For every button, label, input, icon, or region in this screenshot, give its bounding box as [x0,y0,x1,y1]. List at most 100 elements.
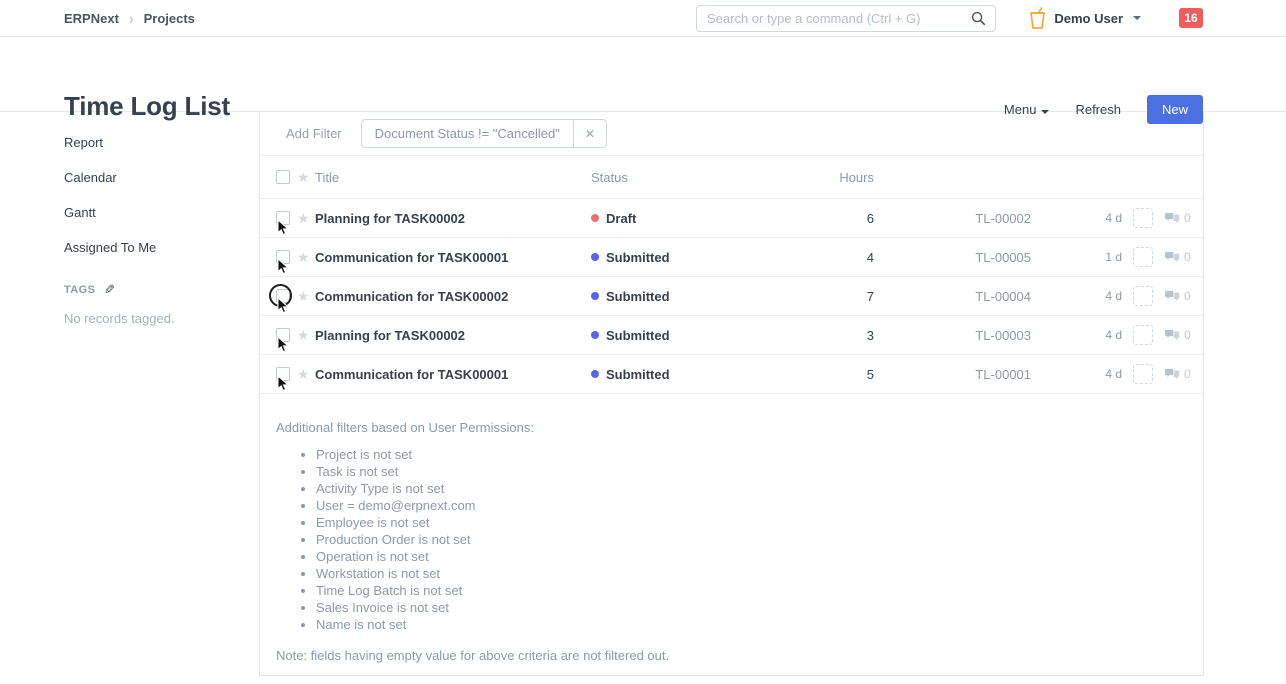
menu-button[interactable]: Menu [1004,102,1050,117]
assign-placeholder[interactable] [1133,286,1153,306]
comment-area[interactable]: 0 [1154,289,1203,303]
select-all-checkbox[interactable] [276,170,290,184]
tags-label: TAGS [64,284,96,297]
star-icon[interactable]: ★ [297,288,310,304]
search-input[interactable] [697,11,971,26]
row-title[interactable]: Communication for TASK00001 [315,249,509,265]
permission-filter-item: User = demo@erpnext.com [316,497,1187,514]
row-hours: 6 [866,210,874,226]
permission-filter-item: Employee is not set [316,514,1187,531]
row-title[interactable]: Communication for TASK00001 [315,366,509,382]
status-dot-icon [591,370,599,378]
comment-area[interactable]: 0 [1154,367,1203,381]
row-id: TL-00004 [975,288,1031,304]
status-label: Submitted [606,366,670,382]
row-id: TL-00001 [975,366,1031,382]
notification-badge[interactable]: 16 [1179,8,1203,28]
comment-area[interactable]: 0 [1154,328,1203,342]
chevron-down-icon [1041,110,1050,114]
search-icon[interactable] [971,11,986,26]
comments-icon [1164,328,1180,340]
row-title[interactable]: Planning for TASK00002 [315,327,466,343]
permission-filter-item: Name is not set [316,616,1187,633]
mouse-cursor-icon [277,219,290,236]
row-modified: 4 d [1105,289,1122,303]
user-menu[interactable]: Demo User [1029,7,1141,29]
assign-placeholder[interactable] [1133,208,1153,228]
status-dot-icon [591,214,599,222]
status-label: Submitted [606,327,670,343]
status-dot-icon [591,331,599,339]
new-button[interactable]: New [1146,95,1203,124]
permission-filter-item: Task is not set [316,463,1187,480]
status-label: Draft [606,210,637,226]
global-search[interactable] [696,5,996,32]
row-hours: 5 [866,366,874,382]
sidebar-item-gantt[interactable]: Gantt [64,205,96,221]
sidebar-item-report[interactable]: Report [64,135,104,150]
mouse-cursor-icon [277,375,290,392]
permissions-heading: Additional filters based on User Permiss… [276,420,534,435]
status-dot-icon [591,253,599,261]
permission-filter-item: Production Order is not set [316,531,1187,548]
row-title[interactable]: Communication for TASK00002 [315,288,509,304]
star-icon[interactable]: ★ [297,327,310,343]
add-filter-button[interactable]: Add Filter [286,126,342,141]
table-row[interactable]: ★ Communication for TASK00001 Submitted … [260,238,1203,277]
star-icon[interactable]: ★ [297,366,310,382]
row-modified: 4 d [1105,211,1122,225]
column-title: Title [315,169,340,185]
mouse-cursor-icon [277,336,290,353]
list-container: Add Filter Document Status != "Cancelled… [259,112,1204,676]
list-header: ★ Title Status Hours [260,156,1203,199]
chevron-down-icon [1133,16,1141,20]
row-modified: 4 d [1105,328,1122,342]
row-id: TL-00003 [975,327,1031,343]
row-title[interactable]: Planning for TASK00002 [315,210,466,226]
comment-count: 0 [1184,211,1191,225]
status-dot-icon [591,292,599,300]
filter-bar: Add Filter Document Status != "Cancelled… [260,112,1203,156]
list-rows: ★ Planning for TASK00002 Draft 6 TL-0000… [260,199,1203,394]
comments-icon [1164,289,1180,301]
row-hours: 7 [866,288,874,304]
breadcrumb-projects[interactable]: Projects [143,10,195,26]
filter-label[interactable]: Document Status != "Cancelled" [374,126,560,141]
status-label: Submitted [606,288,670,304]
tags-empty-text: No records tagged. [64,311,175,327]
comment-area[interactable]: 0 [1154,250,1203,264]
comments-icon [1164,211,1180,223]
sidebar-item-assigned-to-me[interactable]: Assigned To Me [64,240,157,256]
comment-count: 0 [1184,367,1191,381]
breadcrumb: ERPNext › Projects [64,0,195,36]
table-row[interactable]: ★ Planning for TASK00002 Submitted 3 TL-… [260,316,1203,355]
page-head: Time Log List Menu Refresh New [0,37,1286,124]
remove-filter-icon[interactable]: ✕ [572,120,606,147]
comments-icon [1164,250,1180,262]
permissions-footnote: Note: fields having empty value for abov… [276,648,670,663]
row-hours: 3 [866,327,874,343]
pencil-icon[interactable]: ✎ [104,282,116,298]
row-modified: 1 d [1105,250,1122,264]
table-row[interactable]: ★ Communication for TASK00001 Submitted … [260,355,1203,394]
row-hours: 4 [866,249,874,265]
table-row[interactable]: ★ Planning for TASK00002 Draft 6 TL-0000… [260,199,1203,238]
mouse-cursor-icon [277,297,290,314]
comment-count: 0 [1184,250,1191,264]
permission-filter-item: Activity Type is not set [316,480,1187,497]
permission-filter-item: Sales Invoice is not set [316,599,1187,616]
comment-area[interactable]: 0 [1154,211,1203,225]
permission-filter-item: Operation is not set [316,548,1187,565]
star-icon[interactable]: ★ [297,210,310,226]
refresh-button[interactable]: Refresh [1075,102,1121,117]
star-icon: ★ [297,169,310,185]
row-id: TL-00002 [975,210,1031,226]
active-filter-pill[interactable]: Document Status != "Cancelled" ✕ [360,119,607,148]
table-row[interactable]: ★ Communication for TASK00002 Submitted … [260,277,1203,316]
brand-link[interactable]: ERPNext [64,10,119,26]
assign-placeholder[interactable] [1133,364,1153,384]
assign-placeholder[interactable] [1133,325,1153,345]
sidebar-item-calendar[interactable]: Calendar [64,170,117,186]
star-icon[interactable]: ★ [297,249,310,265]
assign-placeholder[interactable] [1133,247,1153,267]
